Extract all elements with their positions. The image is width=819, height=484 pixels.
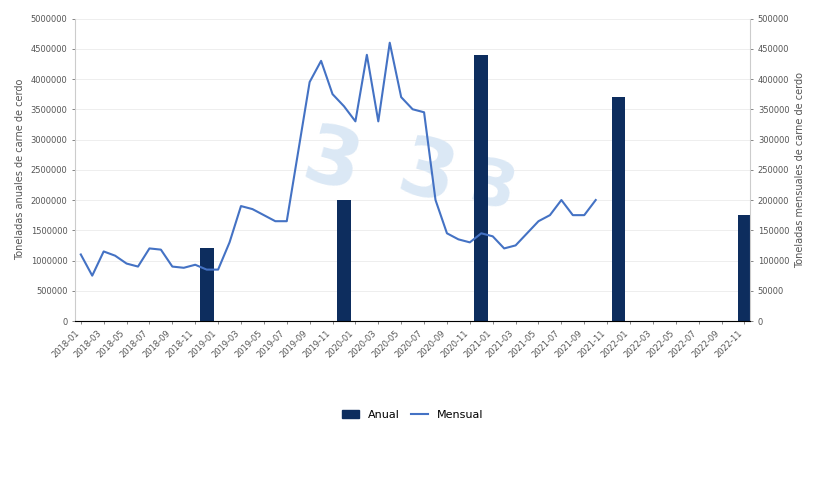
Y-axis label: Toneladas anuales de carne de cerdo: Toneladas anuales de carne de cerdo	[15, 79, 25, 260]
Y-axis label: Toneladas mensuales de carne de cerdo: Toneladas mensuales de carne de cerdo	[794, 72, 804, 268]
Text: 3: 3	[294, 119, 369, 209]
Legend: Anual, Mensual: Anual, Mensual	[337, 406, 486, 424]
Bar	[474, 55, 487, 321]
Bar	[737, 215, 750, 321]
Bar	[337, 200, 351, 321]
Text: 3: 3	[464, 152, 523, 224]
Bar	[200, 248, 213, 321]
Bar	[611, 97, 625, 321]
Text: 3: 3	[388, 131, 463, 221]
